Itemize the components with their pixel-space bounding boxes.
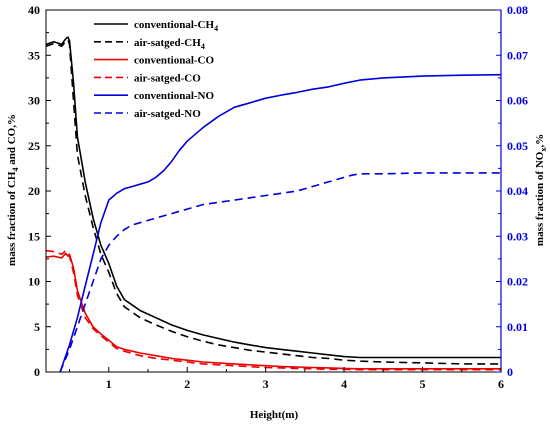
- x-tick-label: 3: [263, 377, 269, 391]
- y-left-tick-label: 10: [28, 275, 40, 289]
- plot-frame: [45, 9, 502, 373]
- y-left-tick-label: 0: [34, 365, 40, 379]
- y-left-tick-label: 25: [28, 139, 40, 153]
- y-right-title-suffix: ,%: [534, 134, 546, 148]
- x-tick-label: 5: [420, 377, 426, 391]
- chart-legend: conventional-CH4 air-satged-CH4 convention…: [94, 19, 218, 120]
- y-left-title-sub: 4: [11, 168, 20, 172]
- y-right-tick-label: 0.06: [507, 94, 528, 108]
- x-tick-label: 6: [498, 377, 504, 391]
- y-left-tick-label: 5: [34, 320, 40, 334]
- y-right-tick-label: 0.05: [507, 139, 528, 153]
- y-left-title-suffix: and CO,%: [6, 114, 18, 168]
- x-axis-title: Height(m): [250, 409, 299, 421]
- y-right-title-prefix: mass fraction of NO: [534, 151, 546, 246]
- series-line-air-satged-no: [59, 172, 501, 373]
- y-left-title-prefix: mass fraction of CH: [6, 171, 18, 266]
- x-tick-label: 2: [184, 377, 190, 391]
- series-line-air-satged-co: [45, 249, 501, 371]
- series-line-conventional-no: [59, 73, 502, 373]
- series-line-conventional-ch4: [45, 36, 501, 359]
- x-tick-label: 1: [106, 377, 112, 391]
- y-right-tick-label: 0.04: [507, 184, 528, 198]
- y-right-axis-title: mass fraction of NOx,%: [534, 134, 548, 246]
- chart-series-layer: [45, 36, 502, 373]
- legend-label: conventional-CO: [134, 55, 215, 67]
- y-left-axis-title: mass fraction of CH4 and CO,%: [6, 114, 20, 266]
- series-line-air-satged-ch4: [45, 39, 501, 365]
- y-right-tick-label: 0.08: [507, 3, 528, 17]
- y-left-tick-label: 35: [28, 48, 40, 62]
- y-right-tick-label: 0.03: [507, 229, 528, 243]
- legend-label: conventional-CH4: [134, 19, 218, 33]
- y-right-title-sub: x: [539, 148, 548, 152]
- y-right-tick-label: 0: [507, 365, 513, 379]
- y-right-tick-label: 0.02: [507, 275, 528, 289]
- series-line-conventional-co: [45, 252, 501, 370]
- legend-label: air-satged-NO: [134, 108, 201, 120]
- chart-ticks-layer: 1 2 3 4 5 6051015202530354000.010.020.030.040…: [28, 3, 528, 391]
- y-right-tick-label: 0.01: [507, 320, 528, 334]
- y-right-tick-label: 0.07: [507, 48, 528, 62]
- y-left-tick-label: 40: [28, 3, 40, 17]
- y-left-tick-label: 15: [28, 229, 40, 243]
- y-left-tick-label: 30: [28, 94, 40, 108]
- y-left-tick-label: 20: [28, 184, 40, 198]
- x-tick-label: 4: [341, 377, 347, 391]
- legend-label: conventional-NO: [134, 90, 215, 102]
- legend-label: air-satged-CH4: [134, 37, 205, 51]
- legend-label: air-satged-CO: [134, 72, 201, 84]
